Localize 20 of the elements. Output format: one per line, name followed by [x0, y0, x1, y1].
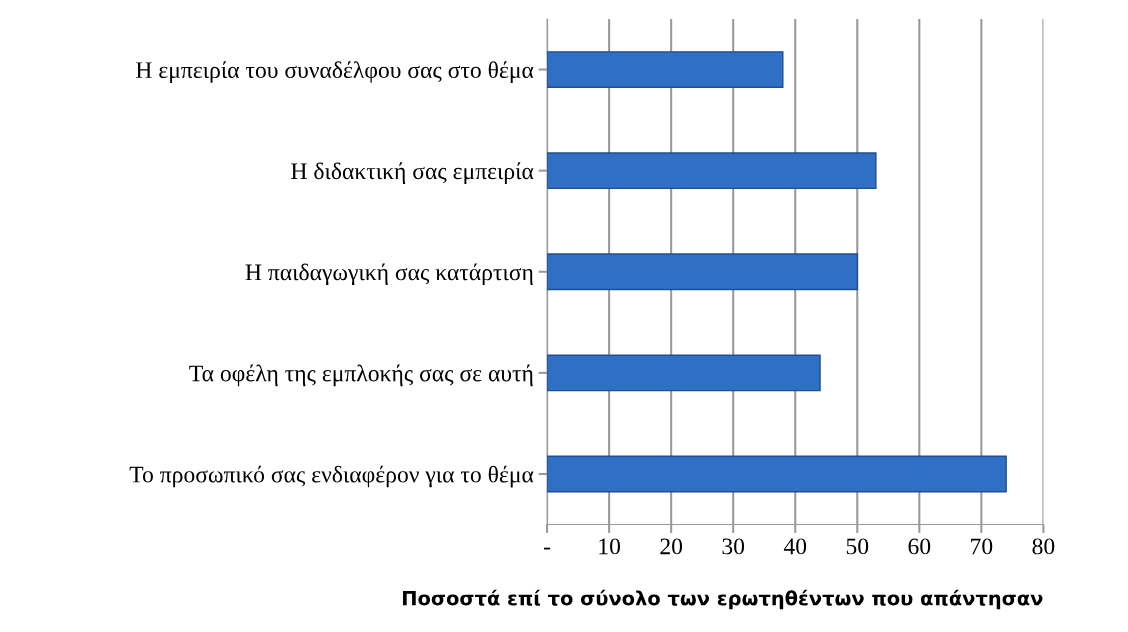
x-tick-label: -: [544, 547, 551, 550]
x-tick-label: 20: [660, 538, 683, 555]
y-tick-label: Η εμπειρία του συναδέλφου σας στο θέμα: [136, 61, 534, 83]
x-tick-label: 30: [722, 538, 745, 555]
bar: [547, 455, 1007, 493]
x-tick-label: 60: [908, 538, 931, 555]
bar: [547, 253, 858, 291]
x-tick-label: 10: [599, 538, 621, 555]
bar: [547, 354, 821, 392]
x-tick-label: 40: [783, 538, 807, 555]
y-tick-label: Η παιδαγωγική σας κατάρτιση: [245, 263, 533, 286]
x-tick-label: 80: [1032, 538, 1055, 555]
x-tick-label: 50: [846, 538, 869, 555]
y-tick-label: Το προσωπικό σας ενδιαφέρον για το θέμα: [129, 465, 534, 488]
y-tick-label: Τα οφέλη της εμπλοκής σας σε αυτή: [189, 364, 533, 387]
x-tick-label: 70: [971, 538, 993, 555]
y-tick-label: Η διδακτική σας εμπειρία: [291, 162, 534, 185]
x-axis-title: Ποσοστά επί το σύνολο των ερωτηθέντων που απάντησαν: [403, 589, 1043, 610]
bar: [547, 51, 784, 88]
bar: [547, 152, 877, 190]
